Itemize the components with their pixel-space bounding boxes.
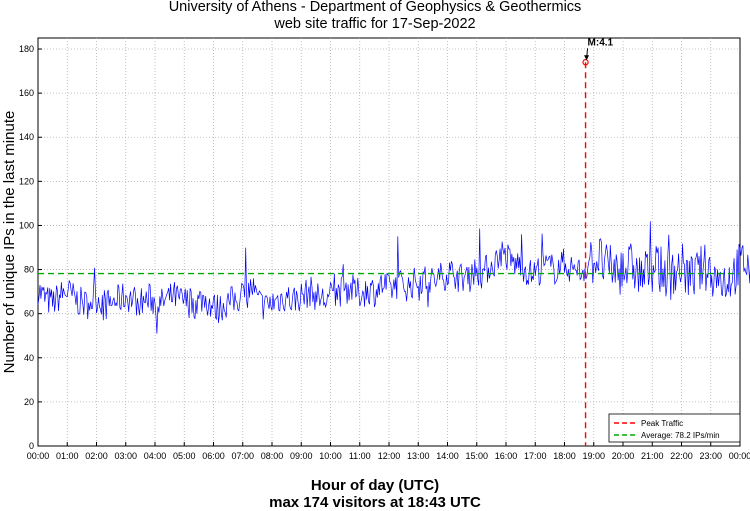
x-tick-label: 02:00 [85, 451, 108, 461]
y-tick-label: 40 [24, 353, 34, 363]
x-axis-label: Hour of day (UTC) [310, 477, 440, 494]
x-tick-label: 03:00 [114, 451, 137, 461]
x-tick-label: 09:00 [290, 451, 313, 461]
x-tick-label: 01:00 [56, 451, 79, 461]
y-tick-label: 100 [19, 220, 34, 230]
x-tick-label: 22:00 [670, 451, 693, 461]
x-tick-label: 04:00 [144, 451, 167, 461]
x-tick-label: 21:00 [641, 451, 664, 461]
x-tick-label: 16:00 [495, 451, 518, 461]
chart-subtitle: web site traffic for 17-Sep-2022 [274, 16, 476, 32]
legend-label: Peak Traffic [641, 419, 683, 428]
y-tick-label: 120 [19, 176, 34, 186]
x-tick-label: 13:00 [407, 451, 430, 461]
x-tick-label: 07:00 [231, 451, 254, 461]
x-tick-label: 10:00 [319, 451, 342, 461]
x-tick-label: 14:00 [436, 451, 459, 461]
y-tick-label: 180 [19, 44, 34, 54]
x-tick-label: 05:00 [173, 451, 196, 461]
legend-label: Average: 78.2 IPs/min [641, 431, 720, 440]
x-tick-label: 19:00 [582, 451, 605, 461]
x-tick-label: 20:00 [612, 451, 635, 461]
y-tick-label: 20 [24, 397, 34, 407]
x-tick-label: 08:00 [261, 451, 284, 461]
y-tick-label: 160 [19, 88, 34, 98]
annotation-label: M:4.1 [588, 37, 614, 48]
x-axis-sublabel: max 174 visitors at 18:43 UTC [269, 494, 481, 511]
y-tick-label: 0 [29, 441, 34, 451]
x-tick-label: 00:00 [27, 451, 50, 461]
y-axis-label: Number of unique IPs in the last minute [1, 111, 18, 374]
x-tick-label: 23:00 [699, 451, 722, 461]
x-tick-label: 15:00 [465, 451, 488, 461]
y-tick-label: 140 [19, 132, 34, 142]
chart-title: University of Athens - Department of Geo… [168, 0, 582, 15]
traffic-line [37, 221, 750, 334]
x-tick-label: 18:00 [553, 451, 576, 461]
annotation-arrowhead [584, 55, 590, 61]
peak-marker [582, 59, 589, 66]
y-tick-label: 60 [24, 309, 34, 319]
x-tick-label: 12:00 [378, 451, 401, 461]
x-tick-label: 11:00 [349, 451, 371, 461]
x-tick-label: 06:00 [202, 451, 225, 461]
x-tick-label: 17:00 [524, 451, 547, 461]
legend-box [608, 413, 741, 443]
y-tick-label: 80 [24, 265, 34, 275]
x-tick-label: 00:00 [729, 451, 750, 461]
